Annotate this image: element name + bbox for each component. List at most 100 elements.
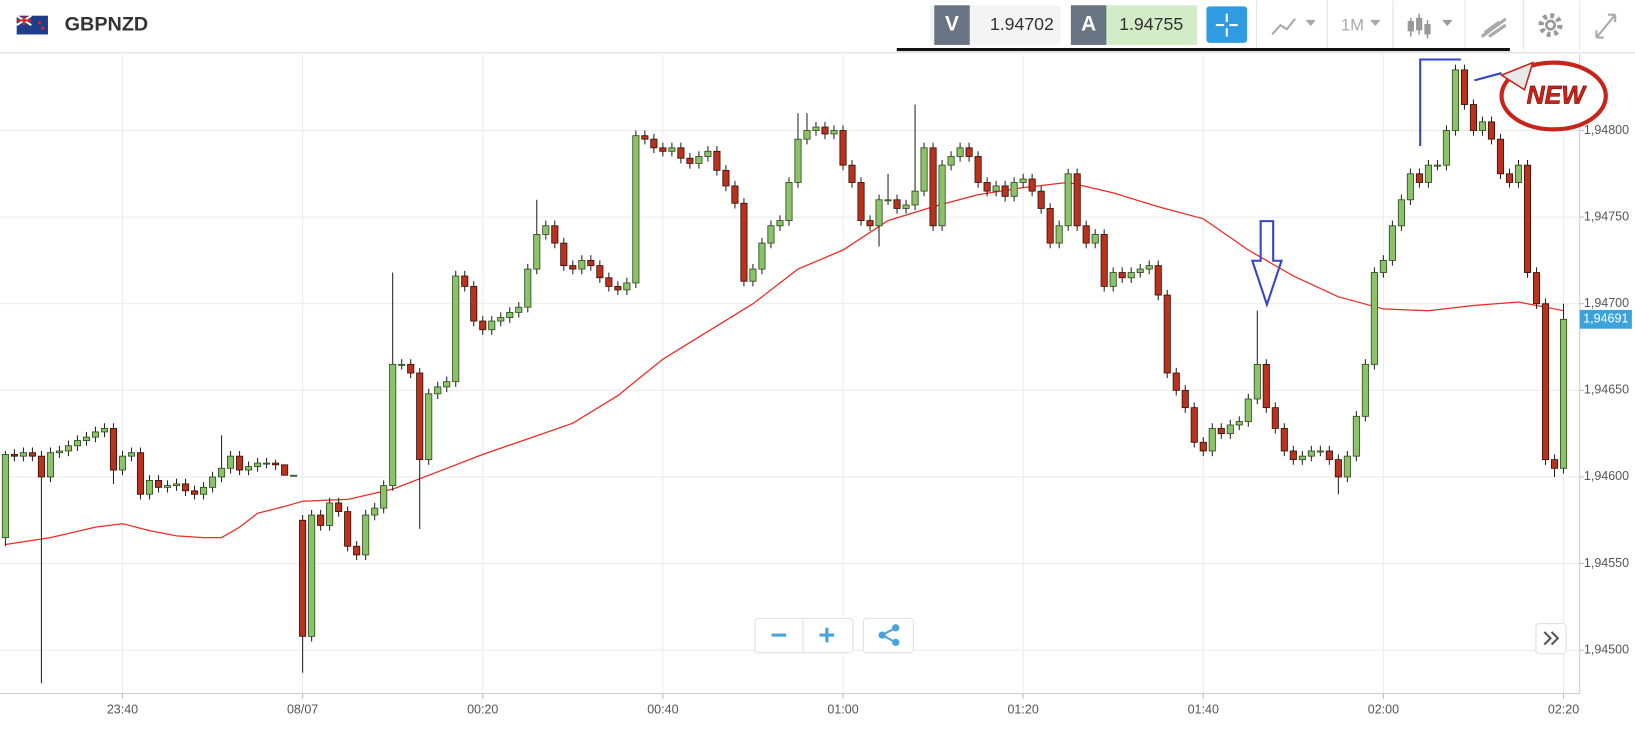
candle-body — [974, 156, 982, 183]
candle-body — [1289, 450, 1297, 461]
settings-icon[interactable] — [1538, 13, 1563, 38]
candle-body — [740, 202, 748, 282]
timeframe[interactable]: 1M — [1341, 16, 1364, 35]
moving-average — [5, 181, 1564, 546]
candle-body — [1163, 294, 1171, 374]
new-badge: NEW — [1499, 60, 1608, 132]
candle-body — [452, 275, 460, 383]
candle-body — [1505, 173, 1514, 183]
candle-body — [767, 225, 775, 244]
candle-body — [443, 381, 451, 388]
candle-body — [1496, 138, 1505, 175]
candle-body — [641, 135, 649, 140]
candle-body — [281, 464, 289, 476]
candle-body — [1388, 225, 1396, 261]
y-tick-label: 1,94500 — [1584, 642, 1629, 656]
candle-body — [82, 436, 91, 441]
candle-body — [596, 265, 604, 279]
candle-body — [1253, 363, 1261, 400]
candle-body — [1145, 265, 1153, 270]
candle-body — [1397, 199, 1405, 227]
candle-body — [181, 483, 190, 492]
candle-body — [875, 199, 883, 227]
dropdown-caret — [1305, 19, 1316, 27]
y-tick-label: 1,94800 — [1584, 123, 1629, 137]
candle-body — [308, 514, 316, 637]
candle-body — [398, 363, 406, 366]
candle-body — [1001, 185, 1009, 197]
candle-body — [551, 225, 559, 244]
candle-body — [614, 285, 622, 291]
share-icon-node — [878, 631, 886, 639]
crosshair-button[interactable] — [1206, 6, 1248, 43]
candle-body — [749, 268, 757, 282]
candle-body — [290, 474, 298, 477]
candle-body — [605, 277, 613, 287]
candle-body — [335, 502, 343, 513]
flag-icon — [16, 14, 48, 35]
candle-icon-body — [1424, 24, 1431, 35]
x-tick-label: 02:20 — [1548, 702, 1579, 716]
candle-body — [668, 147, 676, 152]
candle-body — [623, 282, 631, 291]
badge-curl — [1499, 61, 1535, 91]
candle-body — [578, 260, 586, 270]
candle-body — [1028, 178, 1036, 192]
ask-price: 1.94755 — [1119, 14, 1183, 34]
x-tick-label: 00:40 — [647, 702, 678, 716]
candle-body — [677, 147, 685, 159]
candle-body — [803, 130, 811, 140]
candle-body — [1316, 450, 1324, 453]
candle-body — [569, 265, 577, 270]
candle-body — [407, 363, 415, 374]
candle-icon-body — [1416, 17, 1423, 31]
chart-type-icon[interactable] — [1271, 18, 1296, 36]
candle-body — [911, 190, 919, 206]
candle-body — [785, 182, 793, 221]
candle-body — [10, 454, 18, 457]
candle-body — [524, 268, 532, 308]
candle-body — [163, 485, 172, 488]
zoom-in-button[interactable] — [819, 627, 835, 643]
candle-body — [46, 452, 54, 478]
candle-body — [1298, 455, 1306, 461]
share-button[interactable] — [862, 617, 914, 654]
candle-body — [1379, 260, 1387, 273]
candle-body — [1343, 455, 1351, 478]
y-tick-label: 1,94600 — [1584, 469, 1629, 483]
badge-text: NEW — [1527, 82, 1588, 110]
candle-icon-body — [1407, 20, 1414, 32]
candle-body — [1181, 389, 1189, 409]
x-tick-label: 01:00 — [827, 702, 858, 716]
candle-body — [956, 147, 964, 157]
candle-body — [1208, 428, 1216, 452]
y-tick-label: 1,94750 — [1584, 209, 1629, 223]
candle-body — [902, 204, 910, 209]
candle-body — [1469, 104, 1478, 131]
annotation-bracket — [1419, 58, 1461, 147]
candle-body — [1010, 182, 1018, 197]
x-tick-label: 00:20 — [467, 702, 498, 716]
share-icon-node — [892, 638, 900, 647]
zoom-controls — [754, 617, 914, 654]
candle-body — [1154, 265, 1162, 296]
candle-body — [434, 386, 442, 395]
candle-body — [299, 519, 307, 637]
candle-body — [1226, 424, 1234, 435]
candle-body — [218, 467, 226, 478]
candle-body — [344, 511, 352, 547]
header-bar — [0, 0, 1635, 53]
candle-body — [1118, 272, 1126, 279]
candle-body — [659, 147, 667, 152]
expand-icon[interactable] — [1595, 13, 1617, 39]
candle-body — [19, 452, 27, 457]
candle-body — [587, 260, 595, 267]
candle-body — [371, 507, 379, 516]
draw-tool-icon[interactable] — [1480, 17, 1507, 38]
candle-body — [1433, 164, 1441, 167]
candle-body — [1487, 121, 1496, 140]
candle-body — [686, 157, 694, 164]
candle-body — [1325, 450, 1333, 461]
annotation-line — [1474, 72, 1502, 82]
